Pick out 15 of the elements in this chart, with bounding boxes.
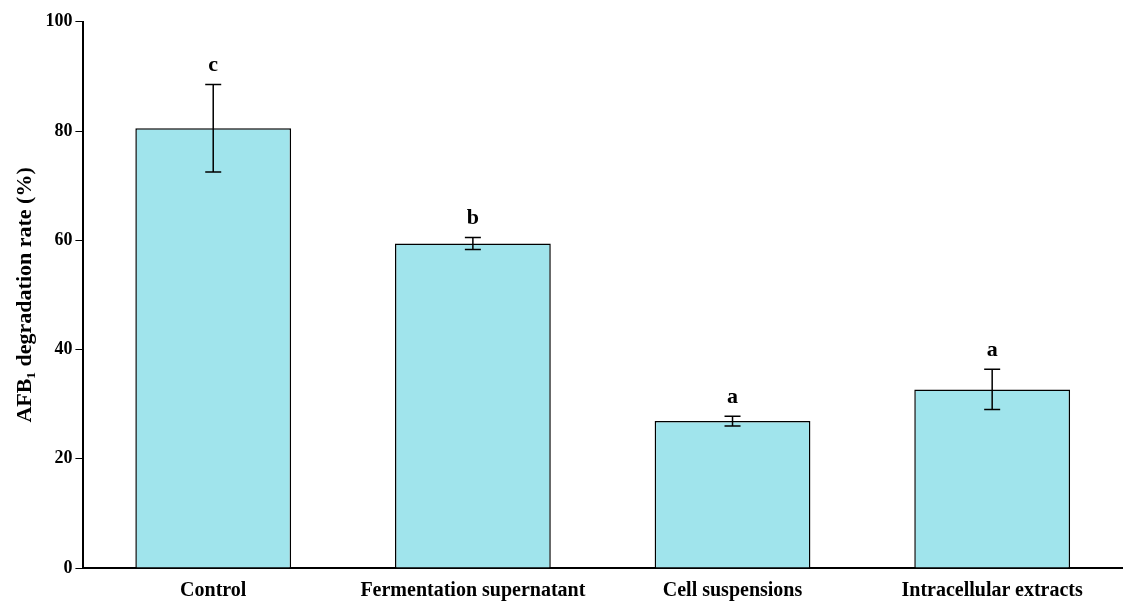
annotation: a xyxy=(986,335,998,361)
y-tick-label: 100 xyxy=(45,10,73,31)
x-tick-label: Control xyxy=(180,578,247,601)
y-tick-label: 60 xyxy=(54,228,73,249)
annotation: c xyxy=(208,51,219,77)
y-tick-label: 0 xyxy=(63,556,73,577)
x-tick-label: Cell suspensions xyxy=(662,578,803,602)
x-tick-label: Fermentation supernatant xyxy=(360,578,586,602)
y-tick-label: 80 xyxy=(54,119,73,140)
annotation: a xyxy=(727,382,739,408)
y-tick-label: 40 xyxy=(54,338,73,359)
y-axis-title: AFB₁ degradation rate (%) xyxy=(10,167,36,423)
x-tick-label: Intracellular extracts xyxy=(901,578,1084,601)
y-tick-label: 20 xyxy=(54,447,73,468)
annotation: b xyxy=(466,204,479,230)
